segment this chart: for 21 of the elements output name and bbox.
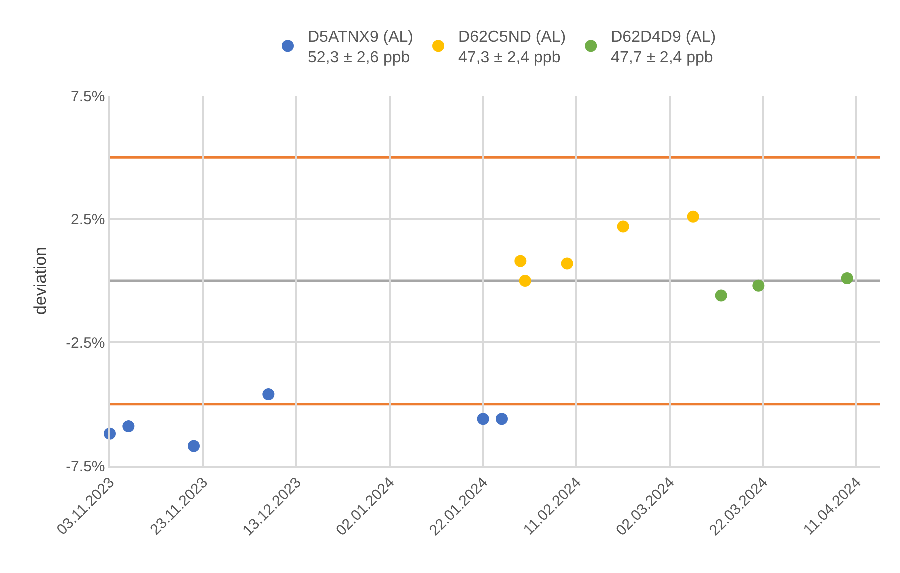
point: [122, 420, 135, 433]
y-tick-label: -7.5%: [66, 458, 106, 476]
point: [477, 413, 490, 426]
y-tick-label: -2.5%: [66, 334, 106, 352]
y-tick-label: 2.5%: [71, 212, 106, 229]
legend-label: D62D4D9 (AL) 47,7 ± 2,4 ppb: [611, 28, 716, 67]
point: [519, 275, 532, 287]
point: [687, 210, 700, 223]
point: [262, 388, 275, 400]
point: [752, 280, 765, 292]
point: [841, 272, 854, 285]
y-tick-label: 7.5%: [71, 88, 106, 106]
point: [496, 413, 508, 426]
legend-label: D5ATNX9 (AL) 52,3 ± 2,6 ppb: [308, 28, 414, 67]
point: [188, 440, 200, 452]
y-axis-title: deviation: [31, 246, 50, 316]
legend-label: D62C5ND (AL) 47,3 ± 2,4 ppb: [458, 28, 566, 67]
point: [514, 255, 527, 268]
point: [617, 220, 630, 233]
point: [715, 290, 728, 302]
point: [561, 258, 574, 270]
